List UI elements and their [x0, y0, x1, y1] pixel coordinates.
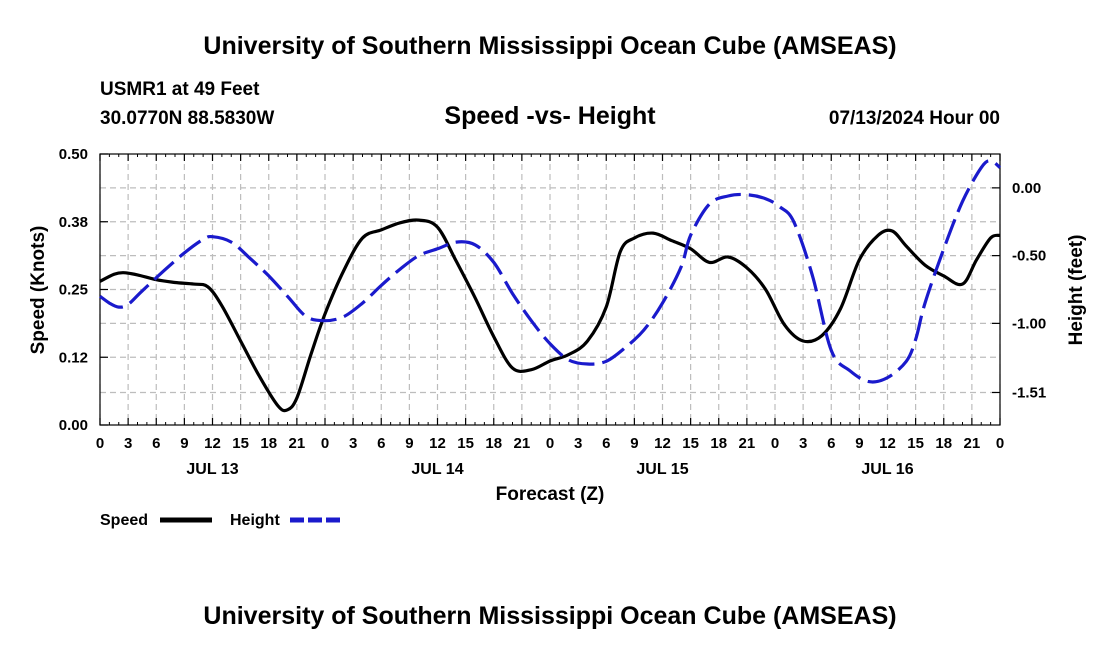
x-tick-label: 15	[457, 435, 474, 452]
y-tick-label: 0.38	[59, 214, 88, 231]
x-tick-label: 18	[935, 435, 952, 452]
legend: Speed Height	[100, 512, 342, 529]
x-tick-label: 0	[996, 435, 1004, 452]
x-tick-label: 0	[321, 435, 329, 452]
height-series-line	[99, 159, 1002, 384]
x-tick-label: 3	[349, 435, 357, 452]
x-tick-label: 3	[574, 435, 582, 452]
x-tick-label: 0	[546, 435, 554, 452]
x-tick-label: 18	[710, 435, 727, 452]
axis-ticks	[99, 153, 1001, 426]
tick-labels: 0 3 6 9 12 15 18 21 0 3 6 9 12 15 18 21 0 3 6 9 12 15 18 21 0 3 6 9…	[59, 146, 1046, 478]
y-tick-label: 0.00	[59, 417, 88, 434]
speed-series-line	[99, 218, 1001, 413]
x-axis-title: Forecast (Z)	[496, 484, 605, 505]
series-lines	[99, 159, 1002, 413]
grid	[99, 154, 1001, 425]
legend-height-label: Height	[230, 512, 280, 529]
x-tick-label: 0	[96, 435, 104, 452]
x-tick-label: 12	[204, 435, 221, 452]
x-tick-label: 12	[654, 435, 671, 452]
y-tick-label: 0.50	[59, 146, 88, 163]
x-tick-label: 6	[827, 435, 835, 452]
x-tick-label: 6	[377, 435, 385, 452]
x-tick-label: 0	[771, 435, 779, 452]
x-tick-label: 9	[405, 435, 413, 452]
x-tick-label: 12	[429, 435, 446, 452]
y2-tick-label: -1.00	[1012, 315, 1046, 332]
day-label: JUL 14	[411, 461, 463, 478]
station-label: USMR1 at 49 Feet	[100, 79, 260, 100]
x-tick-label: 21	[964, 435, 981, 452]
y2-axis-title: Height (feet)	[1066, 235, 1087, 346]
x-tick-label: 18	[485, 435, 502, 452]
day-label: JUL 16	[861, 461, 913, 478]
x-tick-label: 15	[907, 435, 924, 452]
x-tick-label: 15	[232, 435, 249, 452]
y2-tick-label: -0.50	[1012, 248, 1046, 265]
y-tick-label: 0.12	[59, 349, 88, 366]
x-tick-label: 21	[739, 435, 756, 452]
x-tick-label: 15	[682, 435, 699, 452]
y2-tick-label: -1.51	[1012, 384, 1046, 401]
x-tick-label: 3	[124, 435, 132, 452]
x-tick-label: 6	[152, 435, 160, 452]
y-tick-label: 0.25	[59, 282, 88, 299]
chart-title: Speed -vs- Height	[444, 102, 656, 130]
main-title: University of Southern Mississippi Ocean…	[203, 32, 896, 60]
x-tick-label: 12	[879, 435, 896, 452]
bottom-title: University of Southern Mississippi Ocean…	[203, 602, 896, 630]
legend-speed-label: Speed	[100, 512, 148, 529]
y2-tick-label: 0.00	[1012, 180, 1041, 197]
x-tick-label: 21	[289, 435, 306, 452]
coordinates-label: 30.0770N 88.5830W	[100, 108, 274, 129]
x-tick-label: 3	[799, 435, 807, 452]
x-tick-label: 18	[260, 435, 277, 452]
y-axis-title: Speed (Knots)	[28, 226, 49, 355]
x-tick-label: 6	[602, 435, 610, 452]
x-tick-label: 21	[514, 435, 531, 452]
x-tick-label: 9	[180, 435, 188, 452]
x-tick-label: 9	[855, 435, 863, 452]
day-label: JUL 15	[636, 461, 688, 478]
datetime-label: 07/13/2024 Hour 00	[829, 108, 1000, 129]
day-label: JUL 13	[186, 461, 238, 478]
x-tick-label: 9	[630, 435, 638, 452]
